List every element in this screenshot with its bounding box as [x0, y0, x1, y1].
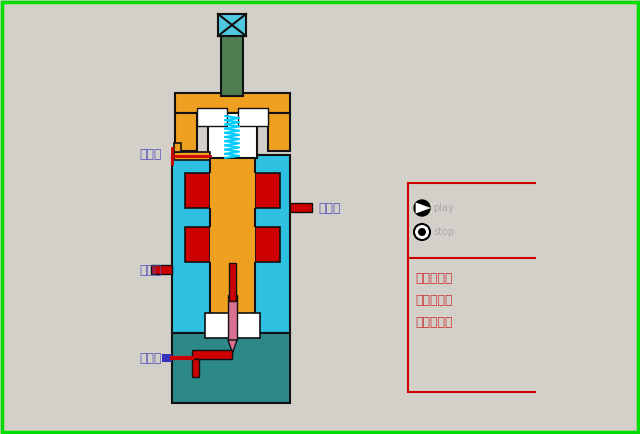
- Bar: [218, 14, 246, 36]
- Text: 泄油口: 泄油口: [140, 148, 162, 161]
- Text: 控制口: 控制口: [140, 352, 162, 365]
- Text: stop: stop: [433, 227, 454, 237]
- Text: 外控外泄式: 外控外泄式: [415, 316, 452, 329]
- Bar: [290, 203, 312, 212]
- Text: 外控内泄式: 外控内泄式: [415, 293, 452, 306]
- Bar: [175, 113, 197, 151]
- Bar: [205, 313, 260, 338]
- Bar: [151, 265, 172, 274]
- Bar: [172, 333, 290, 403]
- Bar: [174, 152, 210, 160]
- Bar: [238, 108, 268, 126]
- Bar: [192, 359, 199, 377]
- Bar: [229, 263, 236, 301]
- Bar: [162, 354, 172, 362]
- Circle shape: [414, 200, 430, 216]
- Text: 内控内泄式: 内控内泄式: [415, 272, 452, 285]
- Bar: [175, 93, 290, 113]
- Bar: [228, 295, 237, 340]
- Bar: [192, 350, 232, 359]
- Text: play: play: [433, 203, 454, 213]
- Bar: [210, 173, 255, 208]
- Bar: [268, 113, 290, 151]
- Polygon shape: [416, 203, 430, 213]
- Text: 进油口: 进油口: [140, 263, 162, 276]
- Bar: [174, 143, 181, 152]
- Bar: [210, 227, 255, 262]
- Bar: [210, 153, 255, 333]
- Bar: [255, 173, 280, 208]
- Bar: [185, 227, 210, 262]
- Circle shape: [418, 228, 426, 236]
- Bar: [208, 113, 257, 158]
- Bar: [197, 108, 227, 126]
- Polygon shape: [228, 340, 237, 353]
- Bar: [172, 155, 290, 333]
- Bar: [255, 227, 280, 262]
- Bar: [185, 173, 210, 208]
- Bar: [221, 36, 243, 96]
- Circle shape: [414, 224, 430, 240]
- Text: 出油口: 出油口: [318, 201, 340, 214]
